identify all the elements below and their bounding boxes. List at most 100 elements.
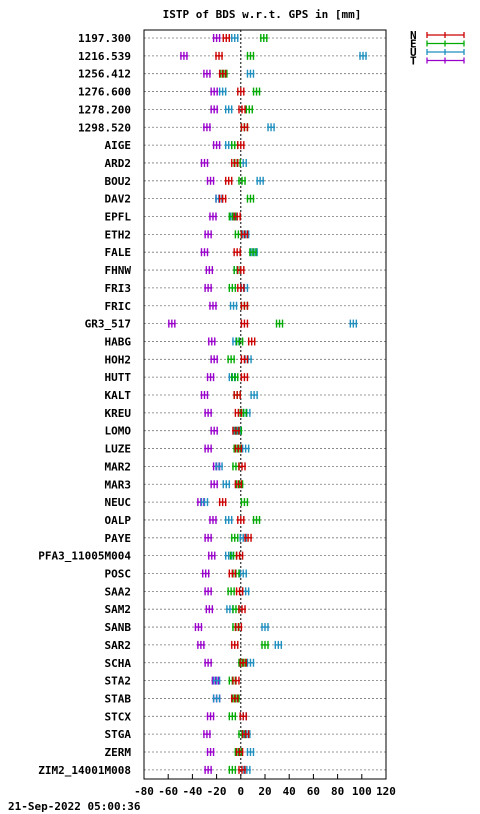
data-point-u	[239, 569, 248, 578]
station-label: STGA	[105, 728, 132, 741]
plot-frame	[143, 29, 387, 780]
data-point-t	[212, 141, 221, 150]
data-point-n	[240, 355, 249, 364]
x-tick-label: -20	[207, 785, 227, 798]
station-label: GR3_517	[85, 318, 131, 331]
data-point-t	[206, 373, 215, 382]
data-point-t	[204, 230, 213, 239]
station-label: PFA3_11005M004	[38, 550, 131, 563]
station-label: STA2	[105, 675, 132, 688]
data-point-n	[233, 212, 242, 221]
data-point-n	[230, 158, 239, 167]
data-point-n	[233, 391, 242, 399]
data-point-u	[218, 87, 227, 96]
station-label: 1256.412	[78, 68, 131, 81]
station-label: EPFL	[105, 211, 132, 224]
data-point-t	[204, 533, 213, 542]
data-point-u	[274, 640, 283, 649]
data-point-n	[236, 283, 245, 292]
x-tick-label: 60	[307, 785, 320, 798]
data-point-u	[229, 301, 238, 310]
data-point-t	[200, 248, 209, 257]
legend-label-t: T	[410, 55, 417, 68]
data-point-n	[240, 230, 249, 239]
data-point-e	[227, 587, 236, 596]
x-tick-label: 120	[376, 785, 396, 798]
x-tick-label: -60	[158, 785, 178, 798]
station-label: AIGE	[105, 139, 132, 152]
data-point-t	[196, 640, 205, 649]
station-label: MAR2	[105, 460, 132, 473]
station-label: KREU	[105, 407, 132, 420]
data-point-t	[204, 658, 213, 667]
station-label: POSC	[105, 568, 132, 581]
data-point-n	[218, 194, 227, 203]
data-point-n	[234, 444, 243, 453]
data-point-t	[207, 551, 216, 560]
data-point-u	[349, 319, 358, 328]
station-label: 1216.539	[78, 50, 131, 63]
x-tick-label: 80	[331, 785, 344, 798]
data-point-t	[208, 515, 217, 524]
data-point-n	[236, 515, 245, 524]
data-point-u	[215, 462, 224, 471]
data-point-t	[212, 34, 221, 42]
station-label: FALE	[105, 246, 132, 259]
legend-marker-e	[426, 40, 465, 47]
legend-label-e: E	[410, 38, 417, 51]
data-point-t	[210, 87, 219, 96]
data-point-t	[200, 158, 209, 167]
station-label: DAV2	[105, 193, 132, 206]
data-point-e	[240, 498, 249, 507]
x-tick-label: -40	[182, 785, 202, 798]
data-point-t	[205, 266, 214, 275]
station-label: OALP	[105, 514, 132, 527]
chart-title: ISTP of BDS w.r.t. GPS in [mm]	[163, 8, 362, 21]
data-point-u	[224, 515, 233, 524]
data-point-u	[224, 105, 233, 114]
data-point-n	[244, 533, 253, 542]
station-label: FHNW	[105, 264, 132, 277]
data-point-n	[240, 319, 249, 328]
data-point-e	[275, 319, 284, 328]
data-point-t	[205, 605, 214, 614]
data-point-u	[250, 391, 259, 399]
data-point-e	[246, 51, 255, 60]
data-point-e	[230, 373, 239, 382]
data-point-t	[206, 748, 215, 756]
data-point-u	[230, 34, 239, 42]
station-label: ARD2	[105, 157, 132, 170]
data-point-t	[204, 765, 213, 774]
data-point-t	[208, 301, 217, 310]
data-point-n	[238, 765, 247, 774]
data-point-n	[218, 498, 227, 507]
data-point-e	[252, 87, 261, 96]
data-point-n	[230, 694, 239, 703]
data-point-u	[200, 498, 209, 507]
station-label: 1276.600	[78, 86, 131, 99]
data-point-u	[267, 123, 276, 132]
data-point-e	[227, 355, 236, 364]
legend-label-u: U	[410, 46, 417, 59]
station-label: MAR3	[105, 478, 132, 491]
data-point-u	[261, 623, 269, 632]
data-point-t	[208, 212, 217, 221]
data-point-e	[235, 337, 244, 346]
data-point-n	[240, 123, 249, 132]
data-point-n	[230, 640, 239, 649]
data-point-t	[210, 355, 219, 364]
data-point-n	[234, 408, 243, 417]
data-point-t	[207, 337, 216, 346]
data-point-n	[215, 51, 224, 60]
data-point-n	[231, 426, 240, 435]
data-point-e	[259, 34, 268, 42]
data-point-e	[245, 105, 254, 114]
data-point-t	[204, 283, 213, 292]
data-point-t	[202, 69, 211, 78]
station-label: 1197.300	[78, 32, 131, 45]
data-point-u	[246, 69, 255, 78]
data-point-e	[246, 194, 255, 203]
data-point-t	[202, 730, 211, 739]
station-label: FRI3	[105, 282, 132, 295]
